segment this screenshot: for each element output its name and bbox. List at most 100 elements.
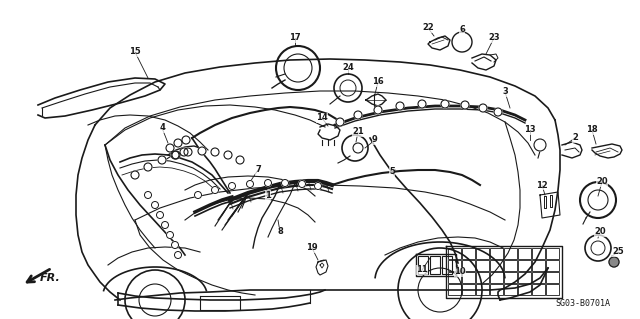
Text: 25: 25 [612,248,624,256]
Circle shape [158,156,166,164]
Circle shape [228,182,236,189]
Circle shape [479,104,487,112]
Circle shape [166,144,174,152]
Text: 20: 20 [594,227,606,236]
Bar [476,284,489,295]
Bar [418,256,428,274]
Circle shape [175,251,182,258]
Circle shape [236,156,244,164]
Text: 8: 8 [277,227,283,236]
Bar [546,248,559,259]
Bar [490,284,503,295]
Bar [462,272,475,283]
Text: 22: 22 [422,24,434,33]
Circle shape [145,191,152,198]
Circle shape [131,171,139,179]
Circle shape [534,139,546,151]
Circle shape [174,139,182,147]
Text: 18: 18 [586,125,598,135]
Text: FR.: FR. [40,273,61,283]
Text: 14: 14 [316,114,328,122]
Bar [448,272,461,283]
Text: SG03-B0701A: SG03-B0701A [555,299,610,308]
Bar [518,248,531,259]
Circle shape [418,100,426,108]
Circle shape [264,180,271,187]
Circle shape [144,163,152,171]
Text: 15: 15 [129,48,141,56]
Text: 4: 4 [159,123,165,132]
Bar [462,284,475,295]
Bar [546,272,559,283]
Bar [490,260,503,271]
Circle shape [198,147,206,155]
Circle shape [152,202,159,209]
Text: 2: 2 [572,133,578,143]
Bar [504,248,517,259]
Text: 24: 24 [342,63,354,72]
Circle shape [184,148,192,156]
Bar [532,248,545,259]
Bar [490,272,503,283]
Bar [504,260,517,271]
Bar [448,260,461,271]
Bar [518,272,531,283]
Circle shape [195,191,202,198]
Circle shape [166,232,173,239]
Text: 19: 19 [306,243,318,253]
Circle shape [172,241,179,249]
Circle shape [282,180,289,187]
Circle shape [374,106,382,114]
Bar [476,248,489,259]
Text: 13: 13 [524,125,536,135]
Bar [546,284,559,295]
Circle shape [211,187,218,194]
Bar [546,260,559,271]
Bar [490,248,503,259]
Bar [462,260,475,271]
Bar [532,260,545,271]
Circle shape [461,101,469,109]
Bar [504,284,517,295]
Text: 23: 23 [488,33,500,42]
Circle shape [157,211,163,219]
Circle shape [494,108,502,116]
Circle shape [211,148,219,156]
Bar [504,272,517,283]
Bar [518,284,531,295]
Bar [476,260,489,271]
Text: 11: 11 [416,265,428,275]
Circle shape [396,102,404,110]
Circle shape [354,111,362,119]
Text: 5: 5 [389,167,395,176]
Circle shape [441,100,449,108]
Bar [532,284,545,295]
Text: 16: 16 [372,78,384,86]
Text: 7: 7 [255,166,261,174]
Circle shape [171,151,179,159]
Bar [430,256,440,274]
Text: 21: 21 [352,128,364,137]
Text: 9: 9 [372,136,378,145]
Bar [476,272,489,283]
Text: 6: 6 [459,26,465,34]
Circle shape [314,182,321,189]
Circle shape [180,148,188,156]
Circle shape [161,221,168,228]
Circle shape [246,181,253,188]
Circle shape [353,143,363,153]
Circle shape [298,181,305,188]
Bar [462,248,475,259]
Circle shape [172,151,180,159]
Text: 10: 10 [454,268,466,277]
Circle shape [609,257,619,267]
Circle shape [182,136,190,144]
Bar [442,256,452,274]
Bar [448,284,461,295]
Circle shape [336,118,344,126]
Bar [518,260,531,271]
Text: 3: 3 [502,87,508,97]
Text: 20: 20 [596,177,608,187]
Text: 1: 1 [265,190,271,199]
Text: 12: 12 [536,181,548,189]
